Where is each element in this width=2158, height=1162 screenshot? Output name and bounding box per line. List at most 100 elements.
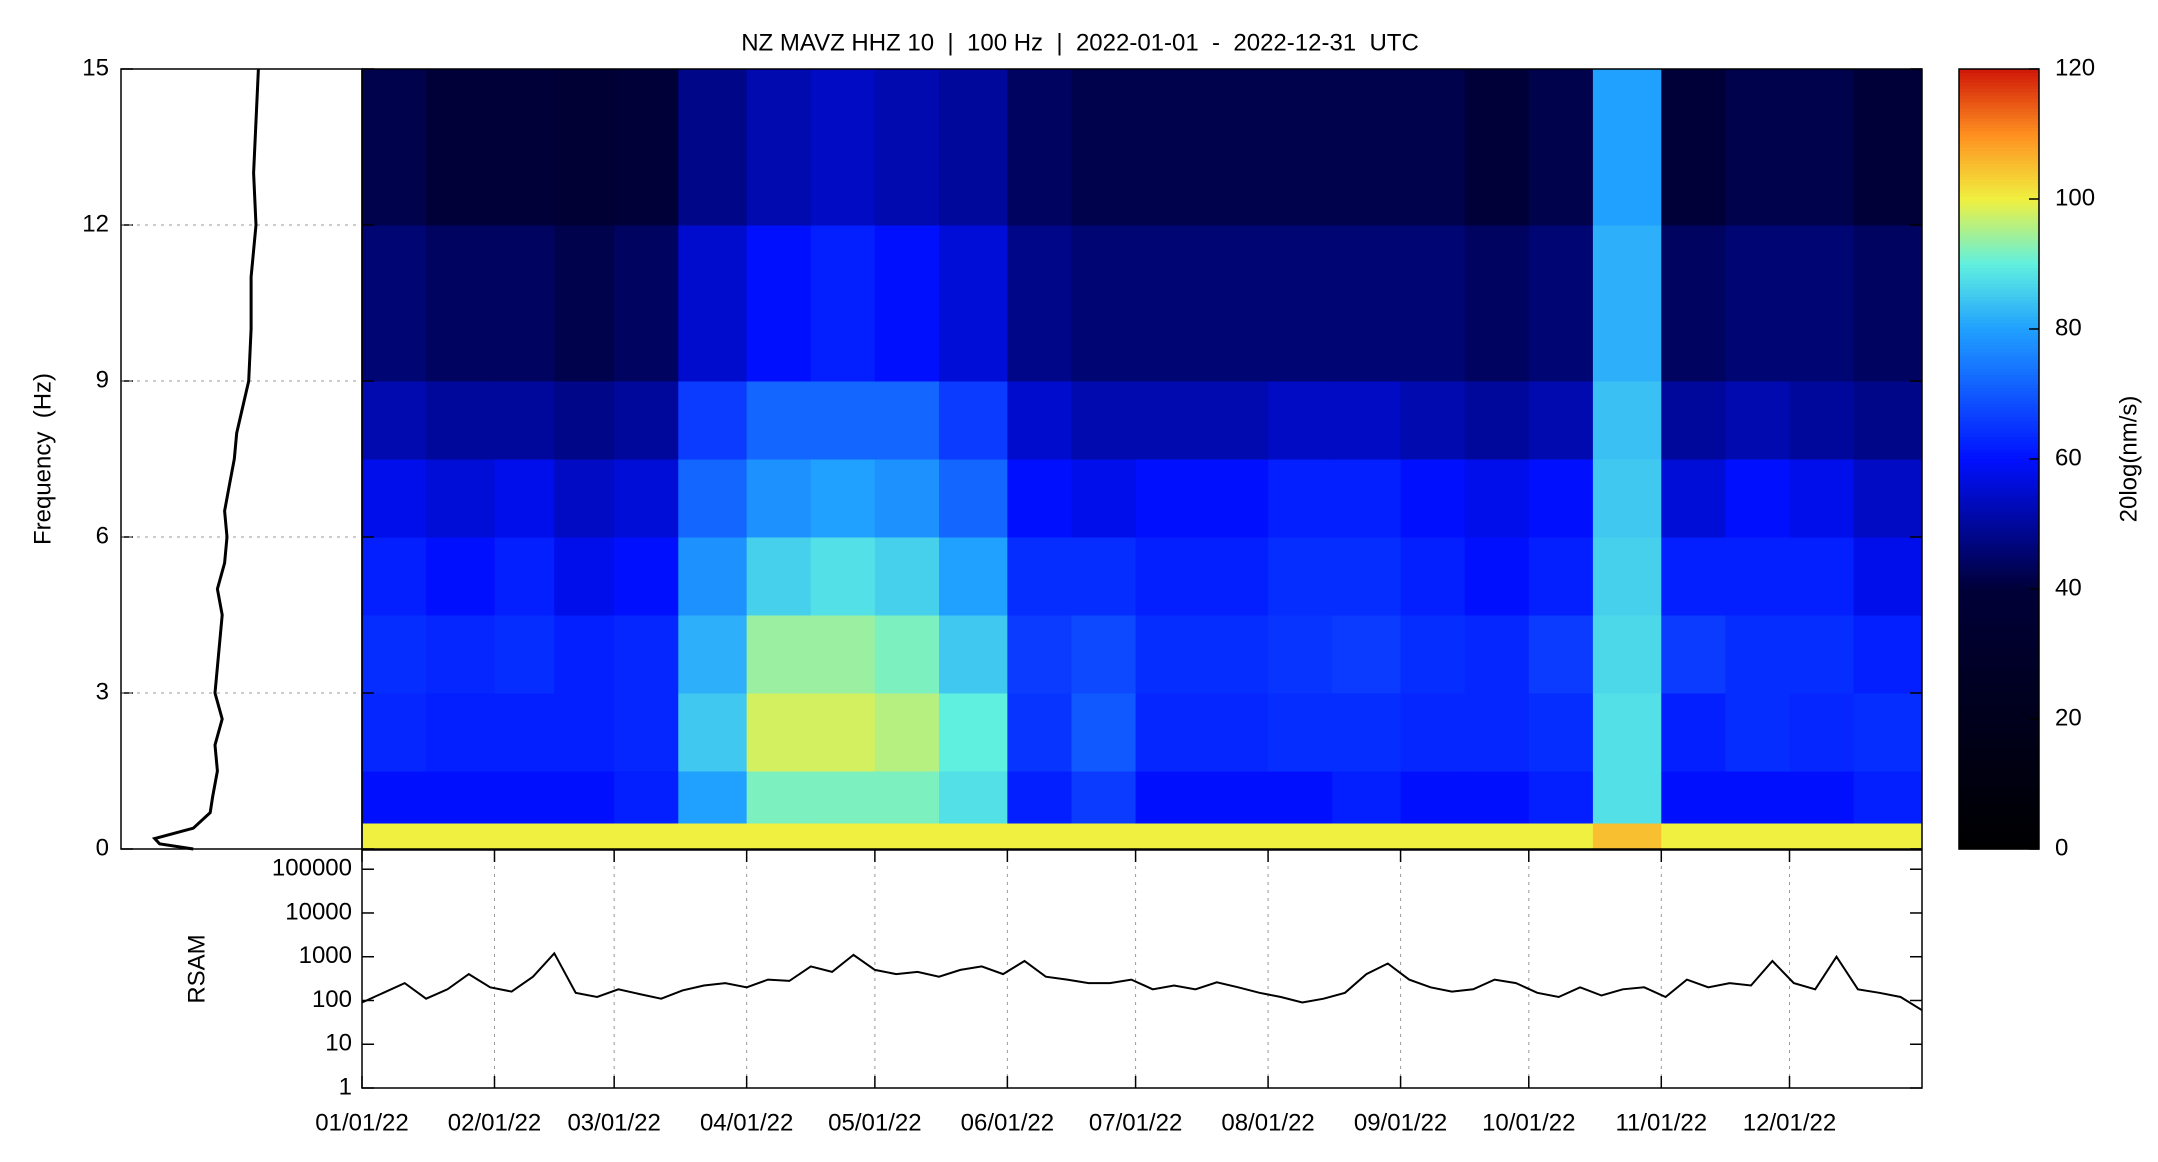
heatmap-cell [1071,537,1137,616]
colorbar-swatch [1959,228,2039,233]
colorbar-swatch [1959,91,2039,96]
colorbar-swatch [1959,225,2039,229]
colorbar-swatch [1959,615,2039,619]
colorbar-swatch [1959,754,2039,759]
colorbar-swatch [1959,179,2039,184]
heatmap-cell [1268,823,1333,850]
colorbar-swatch [1959,342,2039,346]
colorbar-swatch [1959,725,2039,730]
heatmap-cell [874,381,940,460]
heatmap-cell [874,693,940,772]
heatmap-cell [938,615,1008,694]
colorbar-swatch [1959,810,2039,814]
colorbar-swatch [1959,530,2039,535]
x-tick-label: 02/01/22 [448,1109,541,1136]
colorbar-swatch [1959,319,2039,324]
heatmap-cell [1789,381,1855,460]
colorbar-swatch [1959,442,2039,447]
heatmap-cell [746,615,812,694]
heatmap-cell [362,381,427,460]
colorbar-swatch [1959,387,2039,392]
colorbar-swatch [1959,634,2039,639]
colorbar-swatch [1959,501,2039,506]
colorbar-swatch [1959,108,2039,112]
colorbar-swatch [1959,631,2039,636]
heatmap-cell [426,615,495,694]
heatmap-cell [1528,459,1594,538]
colorbar-swatch [1959,303,2039,307]
heatmap-cell [426,225,495,382]
colorbar-swatch [1959,283,2039,288]
colorbar-swatch [1959,121,2039,125]
colorbar-swatch [1959,689,2039,694]
colorbar-swatch [1959,793,2039,798]
profile-frame [120,68,363,850]
colorbar-swatch [1959,273,2039,278]
colorbar-tick-label: 120 [2055,54,2095,81]
colorbar-swatch [1959,371,2039,376]
colorbar-swatch [1959,205,2039,210]
colorbar-swatch [1959,192,2039,197]
colorbar-swatch [1959,420,2039,424]
colorbar-swatch [1959,439,2039,444]
colorbar-swatch [1959,709,2039,714]
heatmap-cell [1400,225,1466,382]
colorbar-swatch [1959,478,2039,483]
colorbar-swatch [1959,98,2039,103]
colorbar-swatch [1959,355,2039,359]
x-tick-label: 05/01/22 [828,1109,921,1136]
colorbar-swatch [1959,832,2039,837]
colorbar-swatch [1959,280,2039,285]
heatmap-cell [1332,459,1402,538]
heatmap-cell [1528,771,1594,824]
heatmap-cell [554,537,615,616]
heatmap-cell [1135,459,1201,538]
heatmap-cell [554,615,615,694]
colorbar-tick-label: 100 [2055,184,2095,211]
colorbar-swatch [1959,215,2039,220]
colorbar-swatch [1959,777,2039,782]
colorbar-swatch [1959,130,2039,135]
colorbar-swatch [1959,618,2039,623]
colorbar-swatch [1959,579,2039,584]
colorbar-swatch [1959,374,2039,379]
colorbar-swatch [1959,397,2039,402]
colorbar-swatch [1959,465,2039,470]
colorbar-swatch [1959,498,2039,502]
heatmap-cell [1007,225,1072,382]
colorbar-swatch [1959,407,2039,411]
heatmap-cell [1135,693,1201,772]
heatmap-cell [1528,69,1594,226]
heatmap-cell [1268,225,1333,382]
x-tick-label: 11/01/22 [1615,1109,1707,1136]
colorbar-swatch [1959,332,2039,337]
colorbar-swatch [1959,117,2039,122]
heatmap-cell [1464,225,1530,382]
heatmap-cell [1400,537,1466,616]
colorbar-swatch [1959,676,2039,681]
colorbar-swatch [1959,234,2039,239]
colorbar-swatch [1959,140,2039,145]
heatmap-cell [1661,537,1726,616]
heatmap-cell [938,69,1008,226]
colorbar-swatch [1959,449,2039,454]
colorbar-label: 20log(nm/s) [2115,396,2142,523]
heatmap-cell [362,693,427,772]
colorbar-swatch [1959,475,2039,480]
heatmap-cell [810,459,876,538]
heatmap-cell [426,459,495,538]
heatmap-cell [494,693,555,772]
heatmap-cell [1464,693,1530,772]
y-tick-label: 10000 [285,898,352,925]
heatmap-cell [1199,771,1269,824]
heatmap-cell [1725,771,1791,824]
colorbar-swatch [1959,238,2039,242]
colorbar-swatch [1959,663,2039,668]
colorbar-swatch [1959,290,2039,294]
colorbar-swatch [1959,800,2039,805]
colorbar-swatch [1959,75,2039,80]
heatmap-cell [678,537,748,616]
colorbar-swatch [1959,88,2039,93]
heatmap-cell [494,69,555,226]
